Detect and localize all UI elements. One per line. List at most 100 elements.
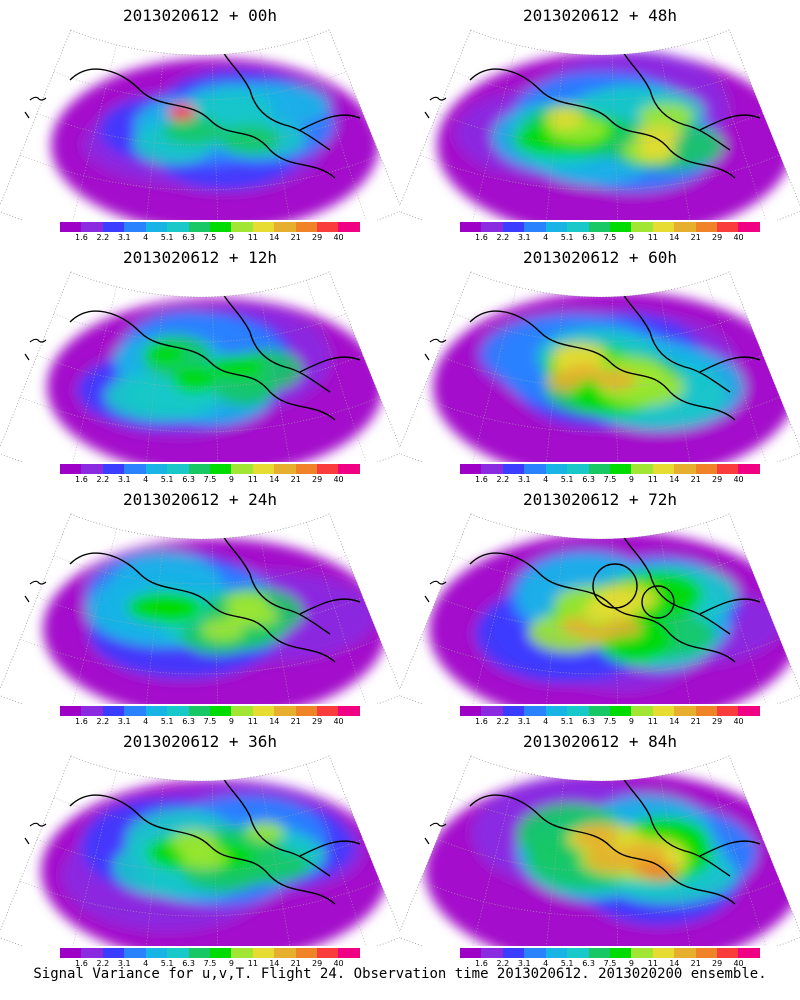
colorbar-tick-label: 14 — [269, 475, 280, 484]
colorbar-tick-label: 40 — [333, 959, 344, 968]
colorbar: 1.6 2.2 3.1 4 5.1 6.3 7.5 9 11 14 21 29 40 — [460, 464, 760, 488]
variance-field — [420, 764, 800, 946]
colorbar-swatch — [252, 464, 275, 474]
colorbar-tick-label: 11 — [647, 233, 658, 242]
islands — [424, 338, 447, 361]
colorbar-tick-label: 9 — [628, 233, 634, 242]
islands — [24, 338, 47, 361]
colorbar-tick-label: 29 — [712, 475, 723, 484]
colorbar-labels: 1.6 2.2 3.1 4 5.1 6.3 7.5 9 11 14 21 29 40 — [60, 474, 360, 486]
colorbar-swatch — [652, 222, 675, 232]
colorbar-swatch — [188, 464, 210, 474]
colorbar-swatch — [545, 222, 568, 232]
colorbar-swatch — [695, 948, 718, 958]
colorbar: 1.6 2.2 3.1 4 5.1 6.3 7.5 9 11 14 21 29 40 — [60, 948, 360, 972]
colorbar-swatch — [209, 948, 232, 958]
colorbar-swatch — [481, 464, 503, 474]
colorbar-tick-label: 11 — [647, 959, 658, 968]
colorbar-swatch — [124, 464, 146, 474]
colorbar-tick-label: 3.1 — [117, 959, 131, 968]
variance-field — [20, 522, 387, 704]
colorbar-swatch — [252, 706, 275, 716]
colorbar-swatch — [717, 706, 739, 716]
panel-title: 2013020612 + 60h — [522, 248, 678, 267]
colorbar-tick-label: 11 — [247, 233, 258, 242]
colorbar-swatch — [652, 948, 675, 958]
colorbar-tick-label: 9 — [228, 717, 234, 726]
colorbar-swatch — [338, 948, 360, 958]
colorbar-swatch — [460, 948, 482, 958]
colorbar-swatch — [317, 706, 339, 716]
colorbar-swatch — [274, 706, 296, 716]
colorbar-tick-label: 21 — [690, 475, 701, 484]
islands — [24, 580, 47, 603]
colorbar-swatch — [567, 948, 589, 958]
colorbar-tick-label: 1.6 — [75, 475, 88, 484]
colorbar-swatch — [524, 464, 546, 474]
panel-title: 2013020612 + 36h — [122, 732, 278, 751]
colorbar-tick-label: 14 — [669, 959, 680, 968]
colorbar-tick-label: 4 — [143, 233, 149, 242]
colorbar-tick-label: 4 — [143, 959, 149, 968]
colorbar: 1.6 2.2 3.1 4 5.1 6.3 7.5 9 11 14 21 29 40 — [460, 948, 760, 972]
colorbar-tick-label: 14 — [269, 233, 280, 242]
colorbar-swatch — [102, 706, 125, 716]
colorbar-tick-label: 6.3 — [582, 233, 595, 242]
highlight-circle — [641, 585, 675, 619]
colorbar-tick-label: 29 — [712, 233, 723, 242]
graticule — [420, 280, 780, 462]
colorbar-tick-label: 4 — [543, 717, 549, 726]
panel-title: 2013020612 + 72h — [522, 490, 678, 509]
colorbar-swatch — [60, 948, 82, 958]
colorbar-tick-label: 1.6 — [75, 717, 88, 726]
colorbar-swatch — [717, 464, 739, 474]
map — [0, 271, 400, 462]
colorbar-swatch — [274, 464, 296, 474]
panel-title: 2013020612 + 12h — [122, 248, 278, 267]
colorbar-tick-label: 14 — [669, 233, 680, 242]
colorbar-swatch — [274, 948, 296, 958]
colorbar-swatches — [460, 222, 760, 232]
colorbar-swatch — [102, 464, 125, 474]
islands — [24, 822, 47, 845]
colorbar-labels: 1.6 2.2 3.1 4 5.1 6.3 7.5 9 11 14 21 29 40 — [460, 958, 760, 970]
panel-36h: 2013020612 + 36h 1.6 2.2 3.1 4 5.1 6.3 7.5 9 11 1… — [0, 726, 400, 971]
colorbar-swatch — [209, 706, 232, 716]
colorbar-tick-label: 29 — [712, 959, 723, 968]
colorbar-tick-label: 21 — [290, 475, 301, 484]
colorbar-tick-label: 5.1 — [160, 475, 174, 484]
panel-72h: 2013020612 + 72h 1.6 2.2 3.1 4 5.1 6.3 7.5 9 11 1… — [400, 484, 800, 729]
colorbar-swatch — [102, 222, 125, 232]
graticule — [20, 38, 380, 220]
colorbar-swatch — [674, 706, 696, 716]
colorbar-swatch — [460, 222, 482, 232]
colorbar-swatch — [60, 706, 82, 716]
map — [400, 29, 800, 220]
colorbar-tick-label: 7.5 — [203, 717, 217, 726]
colorbar-swatch — [124, 948, 146, 958]
colorbar-tick-label: 3.1 — [117, 475, 131, 484]
colorbar-swatch — [502, 464, 525, 474]
colorbar-swatch — [588, 464, 610, 474]
colorbar-swatch — [338, 222, 360, 232]
coastlines — [69, 770, 361, 905]
colorbar-tick-label: 11 — [247, 475, 258, 484]
variance-field — [20, 764, 389, 946]
colorbar-labels: 1.6 2.2 3.1 4 5.1 6.3 7.5 9 11 14 21 29 40 — [460, 716, 760, 728]
colorbar-tick-label: 5.1 — [560, 233, 574, 242]
colorbar-tick-label: 11 — [647, 717, 658, 726]
colorbar-tick-label: 9 — [228, 475, 234, 484]
panel-12h: 2013020612 + 12h 1.6 2.2 3.1 4 5.1 6.3 7.5 9 11 1… — [0, 242, 400, 487]
colorbar-swatch — [252, 222, 275, 232]
colorbar-swatch — [338, 464, 360, 474]
colorbar-swatch — [145, 706, 168, 716]
colorbar-swatch — [102, 948, 125, 958]
colorbar-swatch — [609, 706, 632, 716]
colorbar-swatch — [252, 948, 275, 958]
colorbar-tick-label: 3.1 — [517, 475, 531, 484]
colorbar-swatches — [460, 464, 760, 474]
graticule — [420, 764, 780, 946]
colorbar-tick-label: 40 — [333, 233, 344, 242]
colorbar-swatch — [631, 222, 653, 232]
colorbar-tick-label: 11 — [247, 959, 258, 968]
